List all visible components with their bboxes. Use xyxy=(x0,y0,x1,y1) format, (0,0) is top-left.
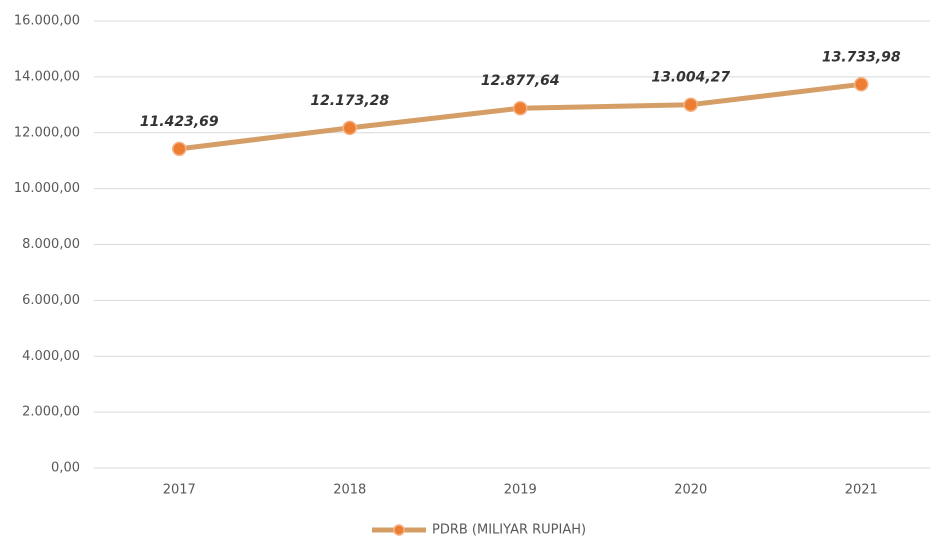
point-marker xyxy=(513,100,528,116)
y-tick-label: 4.000,00 xyxy=(22,349,80,364)
legend-label: PDRB (MILIYAR RUPIAH) xyxy=(432,523,586,538)
x-tick-label: 2018 xyxy=(333,483,366,498)
y-tick-label: 6.000,00 xyxy=(22,293,80,308)
legend-marker xyxy=(393,524,405,536)
x-tick-label: 2020 xyxy=(674,483,707,498)
data-label: 11.423,69 xyxy=(140,114,219,130)
y-tick-label: 10.000,00 xyxy=(14,181,80,196)
data-label: 12.877,64 xyxy=(481,73,560,89)
x-tick-label: 2019 xyxy=(504,483,537,498)
data-label: 13.004,27 xyxy=(651,70,730,86)
point-marker xyxy=(854,77,869,92)
data-label: 13.733,98 xyxy=(822,49,901,65)
y-tick-label: 12.000,00 xyxy=(14,125,80,140)
y-tick-label: 2.000,00 xyxy=(22,405,80,420)
x-tick-label: 2017 xyxy=(163,483,196,498)
series-line xyxy=(178,81,862,152)
y-tick-label: 0,00 xyxy=(51,461,80,476)
y-tick-label: 8.000,00 xyxy=(22,237,80,252)
point-marker xyxy=(342,120,357,136)
point-marker xyxy=(683,97,698,112)
point-marker xyxy=(172,141,187,157)
y-tick-label: 16.000,00 xyxy=(14,14,80,29)
y-tick-label: 14.000,00 xyxy=(14,69,80,84)
x-tick-label: 2021 xyxy=(845,483,878,498)
data-label: 12.173,28 xyxy=(310,93,389,109)
